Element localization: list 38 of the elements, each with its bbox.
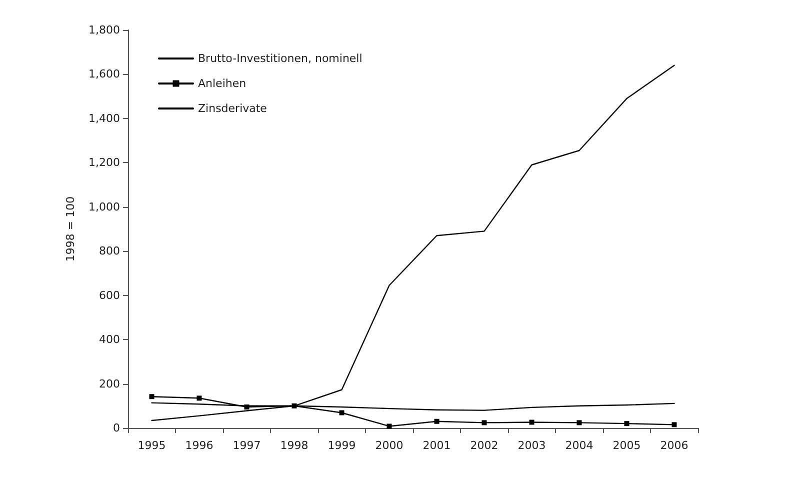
x-tick-label: 1995 bbox=[138, 439, 166, 452]
point bbox=[244, 404, 250, 410]
y-tick-label: 1,400 bbox=[88, 112, 120, 125]
point bbox=[576, 420, 582, 426]
x-tick-label: 1996 bbox=[185, 439, 214, 452]
x-tick-label: 2005 bbox=[612, 439, 641, 452]
y-axis-title: 1998 = 100 bbox=[64, 196, 77, 262]
y-tick-label: 1,600 bbox=[88, 68, 120, 81]
point bbox=[672, 422, 677, 428]
legend-label: Brutto-Investitionen, nominell bbox=[198, 52, 362, 65]
point bbox=[196, 396, 202, 401]
x-tick-label: 2001 bbox=[422, 439, 451, 452]
y-tick-label: 1,200 bbox=[88, 156, 120, 170]
x-tick-label: 1997 bbox=[232, 439, 261, 452]
point bbox=[529, 420, 534, 425]
y-tick-label: 800 bbox=[99, 244, 120, 258]
point bbox=[292, 403, 297, 408]
x-tick-label: 2004 bbox=[565, 439, 594, 452]
point bbox=[339, 410, 344, 416]
legend-label: Anleihen bbox=[198, 77, 246, 90]
y-tick-label: 1,000 bbox=[88, 200, 120, 214]
x-tick-label: 1999 bbox=[328, 439, 356, 452]
point bbox=[386, 424, 392, 429]
point bbox=[482, 420, 487, 426]
x-tick-label: 2000 bbox=[375, 439, 404, 452]
legend-label: Zinsderivate bbox=[198, 102, 268, 115]
x-tick-label: 2002 bbox=[470, 439, 498, 452]
point bbox=[434, 418, 440, 424]
y-tick-label: 200 bbox=[99, 377, 120, 390]
x-tick-label: 1998 bbox=[280, 439, 308, 452]
y-tick-label: 1,800 bbox=[88, 24, 120, 36]
y-tick-label: 600 bbox=[99, 288, 120, 302]
x-tick-label: 2003 bbox=[518, 439, 546, 452]
y-tick-label: 400 bbox=[99, 333, 120, 346]
point bbox=[149, 394, 154, 400]
x-tick-label: 2006 bbox=[660, 439, 688, 452]
point bbox=[624, 421, 630, 426]
y-tick-label: 0 bbox=[113, 422, 120, 434]
